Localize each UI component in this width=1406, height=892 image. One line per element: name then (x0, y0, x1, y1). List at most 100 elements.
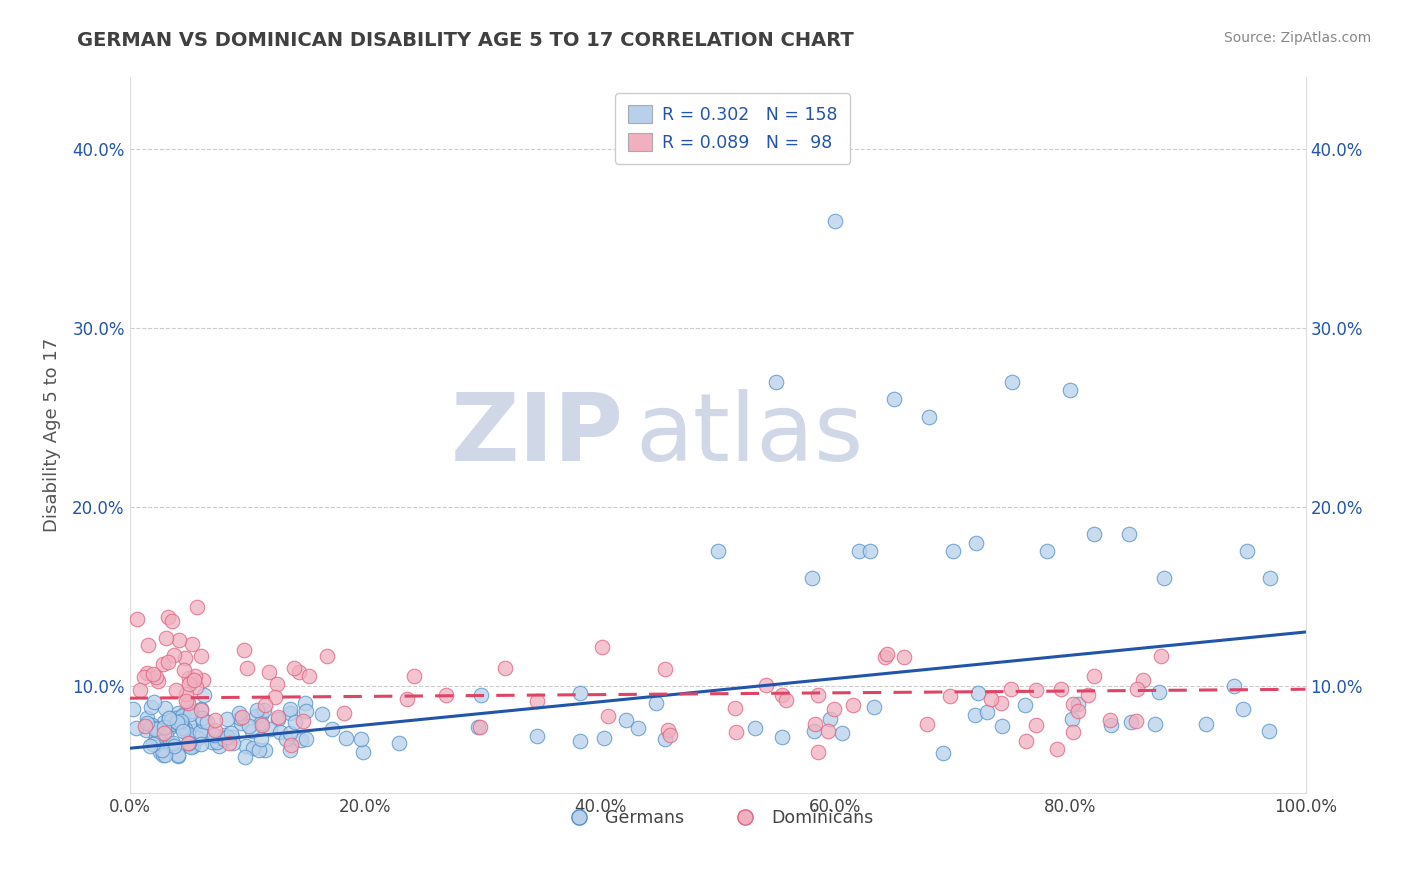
Point (228, 710, 250, 724)
Point (288, 665, 311, 680)
Point (470, 688, 492, 702)
Point (145, 730, 167, 744)
Point (129, 683, 152, 698)
Point (245, 708, 267, 723)
Point (1153, 571, 1175, 585)
Point (181, 723, 204, 738)
Point (1257, 723, 1279, 738)
Point (658, 728, 681, 742)
Point (1000, 375, 1022, 389)
Point (1046, 742, 1069, 756)
Point (134, 718, 156, 732)
Point (841, 698, 863, 713)
Point (188, 725, 211, 739)
Point (744, 722, 766, 736)
Point (257, 665, 280, 679)
Point (149, 746, 172, 760)
Point (724, 701, 747, 715)
Point (186, 599, 208, 614)
Point (269, 725, 291, 739)
Point (153, 714, 176, 729)
Point (191, 710, 214, 724)
Point (807, 689, 830, 703)
Point (657, 723, 679, 737)
Point (172, 721, 194, 735)
Point (166, 749, 188, 764)
Point (191, 714, 214, 728)
Point (187, 731, 209, 745)
Point (526, 729, 548, 743)
Point (280, 702, 302, 716)
Point (1099, 717, 1122, 731)
Point (173, 722, 195, 736)
Point (1144, 717, 1167, 731)
Point (139, 739, 162, 753)
Y-axis label: Disability Age 5 to 17: Disability Age 5 to 17 (44, 338, 60, 533)
Point (598, 709, 620, 723)
Point (1150, 648, 1173, 663)
Point (1121, 714, 1143, 729)
Point (614, 714, 637, 728)
Point (1060, 712, 1083, 726)
Point (263, 690, 285, 705)
Point (1132, 673, 1154, 688)
Text: ZIP: ZIP (450, 389, 623, 481)
Point (135, 710, 157, 724)
Point (193, 673, 215, 688)
Point (963, 708, 986, 723)
Point (228, 706, 250, 721)
Point (321, 722, 343, 736)
Point (259, 722, 281, 736)
Point (991, 719, 1014, 733)
Point (191, 727, 214, 741)
Point (142, 737, 165, 751)
Point (150, 743, 173, 757)
Point (205, 734, 228, 748)
Point (159, 737, 181, 751)
Point (770, 688, 793, 702)
Point (142, 667, 165, 681)
Point (274, 732, 297, 747)
Point (136, 666, 159, 681)
Point (232, 643, 254, 657)
Point (215, 730, 238, 744)
Point (236, 661, 259, 675)
Point (177, 677, 200, 691)
Point (1195, 717, 1218, 731)
Point (770, 730, 793, 744)
Point (467, 720, 489, 734)
Point (212, 732, 235, 747)
Text: GERMAN VS DOMINICAN DISABILITY AGE 5 TO 17 CORRELATION CHART: GERMAN VS DOMINICAN DISABILITY AGE 5 TO … (77, 31, 853, 50)
Point (221, 725, 243, 739)
Point (1050, 681, 1073, 696)
Point (1099, 713, 1122, 727)
Point (283, 661, 305, 675)
Point (132, 670, 155, 684)
Point (180, 739, 202, 754)
Point (290, 733, 312, 747)
Point (291, 714, 314, 728)
Point (990, 696, 1012, 710)
Point (177, 727, 200, 741)
Point (177, 696, 200, 710)
Point (1014, 698, 1036, 712)
Point (155, 631, 177, 645)
Point (179, 707, 201, 722)
Point (352, 745, 374, 759)
Point (176, 736, 198, 750)
Point (146, 731, 169, 746)
Point (1015, 734, 1038, 748)
Point (153, 701, 176, 715)
Point (238, 719, 260, 733)
Point (155, 748, 177, 763)
Point (591, 640, 613, 655)
Point (136, 638, 159, 652)
Point (246, 703, 269, 717)
Point (645, 697, 668, 711)
Point (233, 750, 256, 764)
Point (765, 375, 787, 389)
Point (159, 720, 181, 734)
Point (253, 743, 276, 757)
Point (174, 694, 197, 708)
Point (249, 707, 271, 722)
